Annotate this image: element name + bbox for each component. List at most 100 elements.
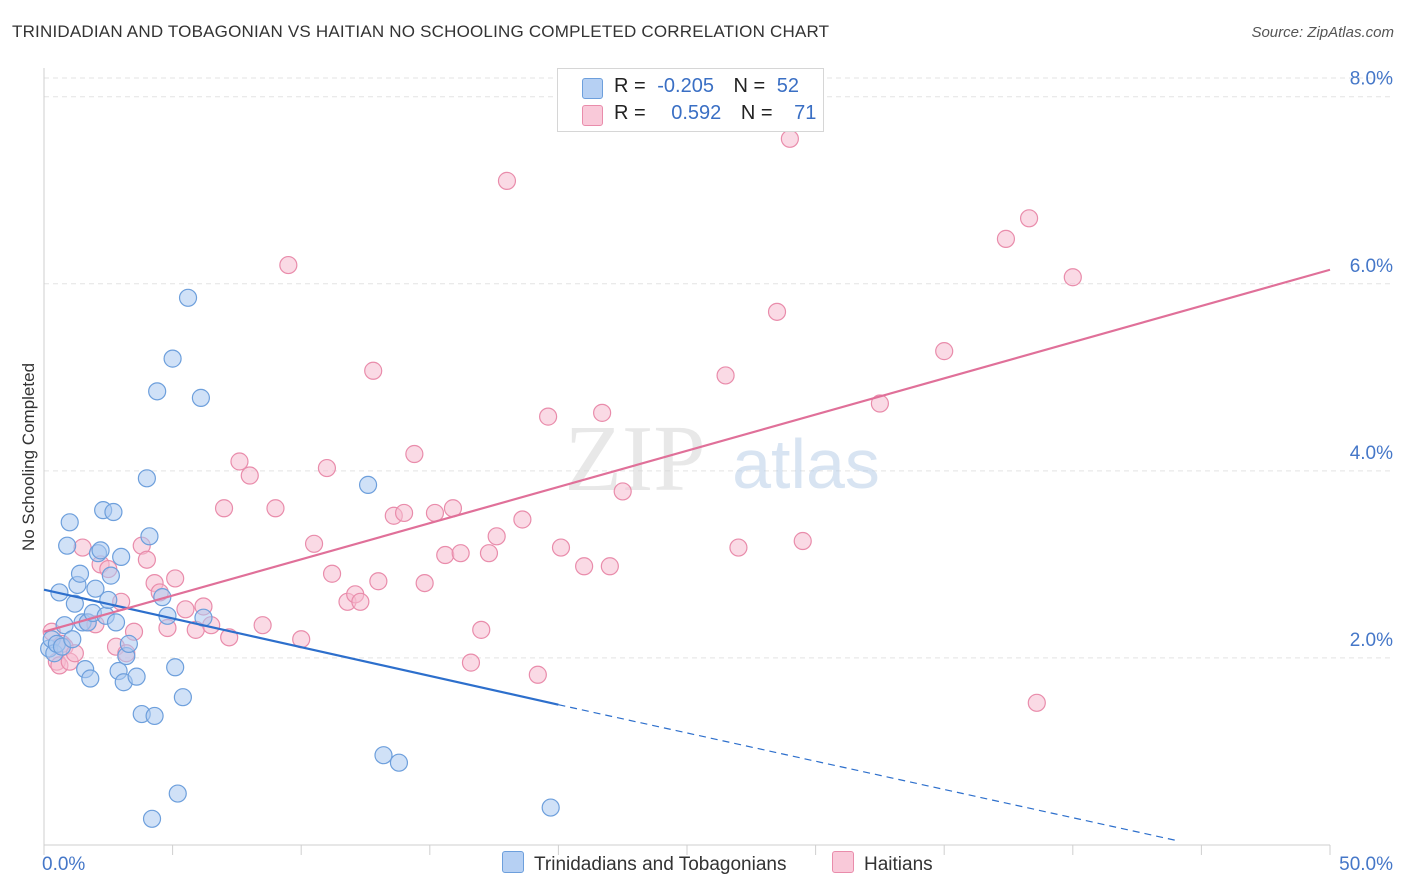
trinidadians-point-46 (142, 809, 162, 828)
trend-lines (43, 268, 1331, 841)
trinidadians-point-37 (148, 382, 167, 401)
haitians-point-31 (266, 499, 285, 518)
haitians-point-70 (996, 229, 1016, 248)
trinidadians-point-25 (104, 502, 123, 522)
haitians-point-56 (528, 665, 547, 684)
trinidadians-trend-extension (558, 704, 1176, 841)
haitians-point-51 (472, 620, 491, 639)
gridlines (44, 77, 1392, 659)
legend-r-label: R = (614, 75, 646, 97)
y-tick-label-3: 8.0% (1350, 69, 1393, 90)
trinidadians-point-42 (173, 688, 192, 707)
haitians-point-7 (73, 538, 92, 557)
trinidadians-point-12 (70, 564, 90, 583)
haitians-point-39 (351, 592, 370, 611)
haitians-point-49 (451, 544, 470, 563)
haitians-point-54 (497, 171, 517, 190)
legend-swatch-pink (582, 105, 603, 126)
haitians-point-64 (729, 538, 748, 557)
haitians-point-50 (461, 653, 481, 672)
trinidadians-point-48 (358, 475, 378, 494)
trinidadians-point-41 (166, 658, 185, 677)
haitians-point-68 (870, 394, 890, 413)
haitians-point-22 (176, 600, 195, 619)
haitians-point-35 (317, 458, 337, 478)
watermark-zip: ZIP (565, 407, 706, 511)
trinidadians-points (40, 288, 560, 828)
x-tick-label-1: 50.0% (1339, 854, 1393, 875)
haitians-point-47 (436, 545, 455, 565)
legend-n-value-pink: 71 (794, 102, 817, 124)
bottom-legend-haitians: Haitians (832, 851, 933, 876)
trinidadians-point-34 (137, 469, 156, 488)
haitians-point-62 (613, 482, 632, 501)
bottom-legend-swatch-blue (502, 851, 524, 873)
trinidadians-point-40 (163, 349, 182, 368)
trinidadians-point-49 (374, 746, 393, 765)
haitians-point-34 (304, 534, 324, 553)
trinidadians-point-26 (106, 613, 126, 632)
trinidadians-trend-line (43, 588, 559, 706)
trinidadians-point-36 (145, 706, 164, 726)
y-axis-label: No Schooling Completed (19, 363, 38, 551)
y-tick-label-2: 6.0% (1350, 256, 1393, 277)
haitians-point-66 (780, 129, 799, 148)
haitians-point-41 (369, 572, 388, 591)
trinidadians-point-16 (81, 669, 100, 688)
trinidadians-point-7 (58, 536, 77, 555)
haitians-point-44 (405, 444, 424, 464)
y-tick-label-0: 2.0% (1350, 630, 1393, 651)
haitians-point-60 (593, 403, 612, 422)
trinidadians-point-18 (86, 579, 105, 598)
bottom-legend-swatch-pink (832, 851, 854, 873)
y-tick-label-1: 4.0% (1350, 443, 1393, 464)
haitians-point-71 (1019, 209, 1039, 228)
haitians-point-30 (253, 616, 272, 635)
trinidadians-point-10 (65, 594, 84, 613)
haitians-point-72 (1027, 693, 1046, 712)
haitians-point-58 (551, 538, 571, 557)
x-tick-label-0: 0.0% (42, 854, 85, 875)
haitians-point-65 (767, 302, 787, 321)
chart-title: TRINIDADIAN AND TOBAGONIAN VS HAITIAN NO… (12, 22, 830, 41)
haitians-point-28 (230, 452, 249, 471)
haitians-point-55 (513, 510, 532, 529)
legend-r-label: R = (614, 102, 646, 124)
legend-n-value-blue: 52 (776, 75, 800, 97)
correlation-legend: R = -0.205 N = 52 R = 0.592 N = 71 (557, 68, 824, 132)
haitians-point-32 (279, 255, 298, 275)
legend-n-label: N = (733, 75, 766, 97)
legend-r-value-pink: 0.592 (671, 102, 722, 124)
bottom-legend-trinidadians: Trinidadians and Tobagonians (502, 851, 786, 876)
haitians-point-61 (600, 557, 619, 576)
haitians-point-63 (716, 366, 735, 385)
haitians-point-17 (137, 550, 156, 569)
source-label: Source: ZipAtlas.com (1251, 24, 1394, 41)
haitians-point-67 (793, 531, 812, 551)
haitians-point-69 (935, 342, 954, 361)
haitians-point-40 (364, 361, 383, 380)
tick-labels: 2.0% 4.0% 6.0% 8.0% 0.0% 50.0% (42, 69, 1393, 875)
haitians-point-21 (166, 569, 185, 588)
trinidadians-point-44 (191, 388, 210, 407)
haitians-point-36 (322, 564, 342, 583)
trinidadians-point-51 (541, 798, 560, 817)
haitians-trend-line (43, 268, 1331, 633)
legend-n-label: N = (740, 102, 773, 124)
haitians-point-43 (394, 503, 414, 523)
bottom-legend-label-blue: Trinidadians and Tobagonians (534, 854, 787, 875)
trinidadians-point-47 (168, 784, 187, 803)
haitians-point-26 (214, 499, 234, 518)
trinidadians-point-35 (140, 527, 159, 546)
haitians-point-29 (240, 466, 259, 485)
axes (43, 68, 1331, 855)
trinidadians-point-31 (119, 634, 138, 653)
haitians-point-53 (487, 527, 506, 546)
trinidadians-point-50 (389, 753, 409, 772)
trinidadians-point-32 (127, 667, 146, 686)
watermark-atlas: atlas (732, 425, 880, 503)
legend-swatch-blue (582, 78, 603, 99)
trinidadians-point-43 (178, 288, 198, 307)
haitians-point-59 (575, 557, 594, 576)
